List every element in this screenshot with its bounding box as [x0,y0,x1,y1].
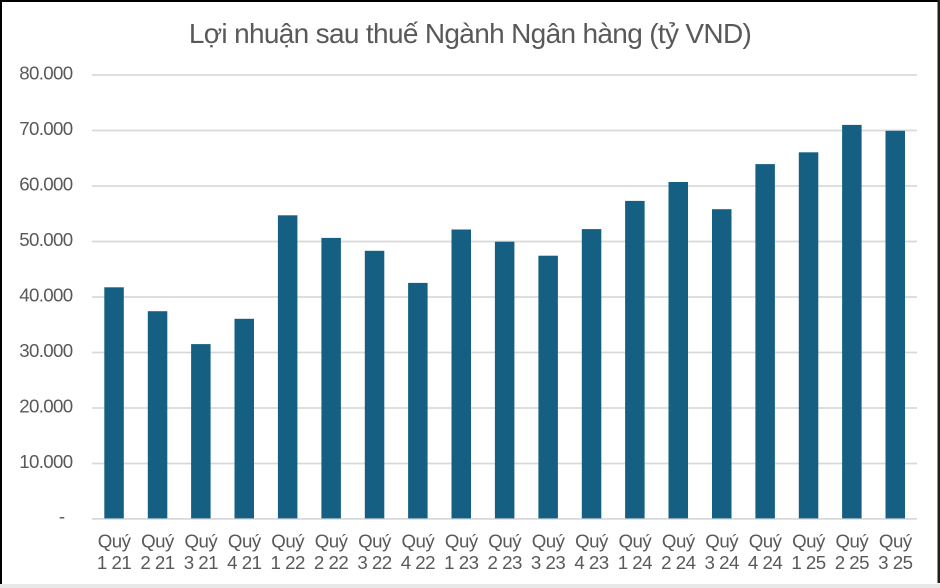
svg-text:-: - [59,505,65,526]
svg-text:Quý: Quý [402,530,436,551]
svg-text:2 23: 2 23 [488,552,522,573]
svg-text:10.000: 10.000 [19,451,73,472]
svg-text:80.000: 80.000 [19,63,73,84]
svg-text:Quý: Quý [532,530,566,551]
svg-text:50.000: 50.000 [19,229,73,250]
svg-text:Quý: Quý [141,530,175,551]
svg-text:3 24: 3 24 [705,552,739,573]
svg-text:20.000: 20.000 [19,396,73,417]
svg-text:Quý: Quý [836,530,870,551]
svg-text:4 22: 4 22 [401,552,435,573]
svg-text:1 25: 1 25 [791,552,825,573]
svg-text:Quý: Quý [185,530,219,551]
svg-text:1 24: 1 24 [618,552,652,573]
svg-text:Quý: Quý [662,530,696,551]
svg-text:4 23: 4 23 [574,552,608,573]
svg-text:Quý: Quý [358,530,392,551]
svg-text:40.000: 40.000 [19,285,73,306]
svg-text:1 22: 1 22 [271,552,305,573]
svg-text:2 24: 2 24 [661,552,695,573]
svg-text:Quý: Quý [271,530,305,551]
svg-text:4 21: 4 21 [227,552,261,573]
svg-text:70.000: 70.000 [19,118,73,139]
svg-text:1 21: 1 21 [97,552,131,573]
svg-text:Quý: Quý [488,530,522,551]
svg-text:30.000: 30.000 [19,340,73,361]
svg-text:Quý: Quý [575,530,609,551]
svg-text:2 21: 2 21 [140,552,174,573]
svg-text:3 23: 3 23 [531,552,565,573]
svg-text:60.000: 60.000 [19,174,73,195]
svg-text:Quý: Quý [228,530,262,551]
svg-text:Lợi nhuận sau thuế Ngành Ngân: Lợi nhuận sau thuế Ngành Ngân hàng (tỷ V… [189,18,751,49]
svg-text:3 21: 3 21 [184,552,218,573]
svg-text:Quý: Quý [792,530,826,551]
svg-text:Quý: Quý [879,530,913,551]
svg-text:Quý: Quý [98,530,132,551]
svg-text:3 22: 3 22 [357,552,391,573]
svg-text:Quý: Quý [619,530,653,551]
svg-text:1 23: 1 23 [444,552,478,573]
svg-text:2 25: 2 25 [835,552,869,573]
svg-text:Quý: Quý [315,530,349,551]
svg-text:Quý: Quý [445,530,479,551]
svg-text:3 25: 3 25 [878,552,912,573]
svg-text:Quý: Quý [705,530,739,551]
svg-text:2 22: 2 22 [314,552,348,573]
svg-text:4 24: 4 24 [748,552,782,573]
svg-text:Quý: Quý [749,530,783,551]
